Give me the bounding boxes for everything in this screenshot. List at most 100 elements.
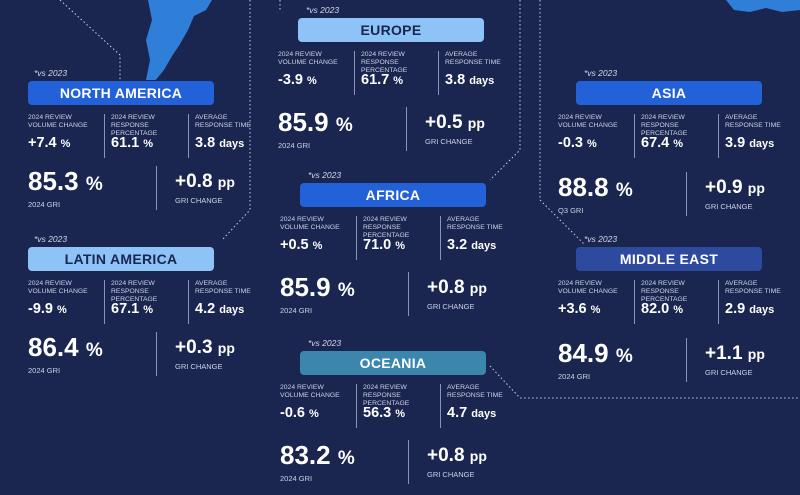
gri-change-label: GRI CHANGE bbox=[175, 362, 223, 371]
stat-value: +7.4 % bbox=[28, 135, 71, 151]
stat-value: +0.5 % bbox=[280, 237, 323, 253]
stat-label: AVERAGE RESPONSE TIME bbox=[447, 216, 503, 231]
stat-volume-change: 2024 REVIEW VOLUME CHANGE -0.6 % bbox=[280, 384, 352, 428]
gri-block: 88.8 % Q3 GRI bbox=[558, 172, 678, 215]
gri-block: 83.2 % 2024 GRI bbox=[280, 440, 400, 483]
gri-change-block: +0.8 pp GRI CHANGE bbox=[408, 440, 519, 484]
stat-value: 3.9 days bbox=[725, 135, 775, 151]
stat-value: 3.2 days bbox=[447, 237, 497, 253]
vs-note: *vs 2023 bbox=[34, 68, 68, 78]
gri-change-value: +0.9 pp bbox=[705, 177, 765, 198]
region-pill: NORTH AMERICA bbox=[28, 81, 214, 105]
stat-response-time: AVERAGE RESPONSE TIME 3.2 days bbox=[440, 216, 507, 260]
gri-label: 2024 GRI bbox=[28, 200, 61, 209]
stat-value: 3.8 days bbox=[195, 135, 245, 151]
gri-block: 84.9 % 2024 GRI bbox=[558, 338, 678, 381]
stat-volume-change: 2024 REVIEW VOLUME CHANGE -9.9 % bbox=[28, 280, 100, 324]
vs-note: *vs 2023 bbox=[308, 170, 342, 180]
stat-label: 2024 REVIEW VOLUME CHANGE bbox=[28, 280, 88, 295]
gri-row: 85.9 % 2024 GRI +0.5 pp GRI CHANGE bbox=[278, 107, 496, 153]
stat-value: 2.9 days bbox=[725, 301, 775, 317]
stat-label: 2024 REVIEW RESPONSE PERCENTAGE bbox=[361, 51, 408, 74]
gri-value: 88.8 % bbox=[558, 172, 633, 202]
gri-label: 2024 GRI bbox=[278, 141, 311, 150]
gri-change-value: +0.5 pp bbox=[425, 112, 485, 133]
gri-row: 85.9 % 2024 GRI +0.8 pp GRI CHANGE bbox=[280, 272, 498, 318]
stat-value: -0.6 % bbox=[280, 405, 319, 421]
gri-label: Q3 GRI bbox=[558, 206, 584, 215]
gri-change-block: +0.5 pp GRI CHANGE bbox=[406, 107, 517, 151]
vs-note: *vs 2023 bbox=[34, 234, 68, 244]
stat-response-percentage: 2024 REVIEW RESPONSE PERCENTAGE 67.4 % bbox=[634, 114, 721, 158]
stats-row: 2024 REVIEW VOLUME CHANGE -0.3 % 2024 RE… bbox=[558, 114, 781, 158]
gri-change-value: +0.8 pp bbox=[427, 277, 487, 298]
stat-label: 2024 REVIEW RESPONSE PERCENTAGE bbox=[111, 114, 158, 137]
region-pill: OCEANIA bbox=[300, 351, 486, 375]
stat-value: -0.3 % bbox=[558, 135, 597, 151]
gri-value: 85.9 % bbox=[280, 272, 355, 302]
stat-response-time: AVERAGE RESPONSE TIME 3.8 days bbox=[188, 114, 255, 158]
stat-value: 82.0 % bbox=[641, 301, 684, 317]
stat-label: 2024 REVIEW VOLUME CHANGE bbox=[558, 280, 618, 295]
gri-value: 85.3 % bbox=[28, 166, 103, 196]
gri-value: 83.2 % bbox=[280, 440, 355, 470]
stat-label: AVERAGE RESPONSE TIME bbox=[725, 280, 781, 295]
stat-label: 2024 REVIEW RESPONSE PERCENTAGE bbox=[641, 114, 688, 137]
stat-response-time: AVERAGE RESPONSE TIME 4.7 days bbox=[440, 384, 507, 428]
gri-label: 2024 GRI bbox=[280, 306, 313, 315]
stat-response-percentage: 2024 REVIEW RESPONSE PERCENTAGE 61.1 % bbox=[104, 114, 191, 158]
gri-change-label: GRI CHANGE bbox=[427, 470, 475, 479]
stat-label: AVERAGE RESPONSE TIME bbox=[195, 280, 251, 295]
stat-value: 71.0 % bbox=[363, 237, 406, 253]
stat-response-time: AVERAGE RESPONSE TIME 3.9 days bbox=[718, 114, 785, 158]
stat-label: 2024 REVIEW VOLUME CHANGE bbox=[280, 384, 340, 399]
stat-volume-change: 2024 REVIEW VOLUME CHANGE -3.9 % bbox=[278, 51, 350, 95]
stat-value: 61.1 % bbox=[111, 135, 154, 151]
stats-row: 2024 REVIEW VOLUME CHANGE -9.9 % 2024 RE… bbox=[28, 280, 251, 324]
stat-label: 2024 REVIEW RESPONSE PERCENTAGE bbox=[363, 216, 410, 239]
gri-block: 86.4 % 2024 GRI bbox=[28, 332, 148, 375]
region-pill: LATIN AMERICA bbox=[28, 247, 214, 271]
gri-row: 85.3 % 2024 GRI +0.8 pp GRI CHANGE bbox=[28, 166, 246, 212]
gri-change-label: GRI CHANGE bbox=[175, 196, 223, 205]
stats-row: 2024 REVIEW VOLUME CHANGE +7.4 % 2024 RE… bbox=[28, 114, 251, 158]
stat-value: -3.9 % bbox=[278, 72, 317, 88]
stat-value: 61.7 % bbox=[361, 72, 404, 88]
stat-label: 2024 REVIEW RESPONSE PERCENTAGE bbox=[111, 280, 158, 303]
stat-label: 2024 REVIEW VOLUME CHANGE bbox=[280, 216, 340, 231]
gri-change-value: +0.8 pp bbox=[427, 445, 487, 466]
gri-row: 88.8 % Q3 GRI +0.9 pp GRI CHANGE bbox=[558, 172, 776, 218]
region-pill: ASIA bbox=[576, 81, 762, 105]
stat-response-percentage: 2024 REVIEW RESPONSE PERCENTAGE 82.0 % bbox=[634, 280, 721, 324]
stat-response-percentage: 2024 REVIEW RESPONSE PERCENTAGE 71.0 % bbox=[356, 216, 443, 260]
stat-response-time: AVERAGE RESPONSE TIME 2.9 days bbox=[718, 280, 785, 324]
stat-response-percentage: 2024 REVIEW RESPONSE PERCENTAGE 67.1 % bbox=[104, 280, 191, 324]
stat-value: 56.3 % bbox=[363, 405, 406, 421]
gri-change-label: GRI CHANGE bbox=[705, 202, 753, 211]
gri-label: 2024 GRI bbox=[558, 372, 591, 381]
stat-value: 3.8 days bbox=[445, 72, 495, 88]
stats-row: 2024 REVIEW VOLUME CHANGE -0.6 % 2024 RE… bbox=[280, 384, 503, 428]
stats-row: 2024 REVIEW VOLUME CHANGE -3.9 % 2024 RE… bbox=[278, 51, 501, 95]
stat-label: 2024 REVIEW RESPONSE PERCENTAGE bbox=[641, 280, 688, 303]
gri-row: 86.4 % 2024 GRI +0.3 pp GRI CHANGE bbox=[28, 332, 246, 378]
vs-note: *vs 2023 bbox=[584, 68, 618, 78]
stat-volume-change: 2024 REVIEW VOLUME CHANGE -0.3 % bbox=[558, 114, 630, 158]
stat-response-time: AVERAGE RESPONSE TIME 4.2 days bbox=[188, 280, 255, 324]
stat-value: 4.2 days bbox=[195, 301, 245, 317]
stat-volume-change: 2024 REVIEW VOLUME CHANGE +7.4 % bbox=[28, 114, 100, 158]
map-north-america-fragment bbox=[146, 0, 212, 80]
stat-value: 67.4 % bbox=[641, 135, 684, 151]
gri-change-block: +1.1 pp GRI CHANGE bbox=[686, 338, 797, 382]
stat-label: 2024 REVIEW VOLUME CHANGE bbox=[278, 51, 338, 66]
vs-note: *vs 2023 bbox=[584, 234, 618, 244]
region-pill: EUROPE bbox=[298, 18, 484, 42]
stat-value: +3.6 % bbox=[558, 301, 601, 317]
stat-label: AVERAGE RESPONSE TIME bbox=[195, 114, 251, 129]
gri-block: 85.3 % 2024 GRI bbox=[28, 166, 148, 209]
stat-value: 67.1 % bbox=[111, 301, 154, 317]
stats-row: 2024 REVIEW VOLUME CHANGE +3.6 % 2024 RE… bbox=[558, 280, 781, 324]
stats-row: 2024 REVIEW VOLUME CHANGE +0.5 % 2024 RE… bbox=[280, 216, 503, 260]
gri-row: 84.9 % 2024 GRI +1.1 pp GRI CHANGE bbox=[558, 338, 776, 384]
gri-label: 2024 GRI bbox=[28, 366, 61, 375]
